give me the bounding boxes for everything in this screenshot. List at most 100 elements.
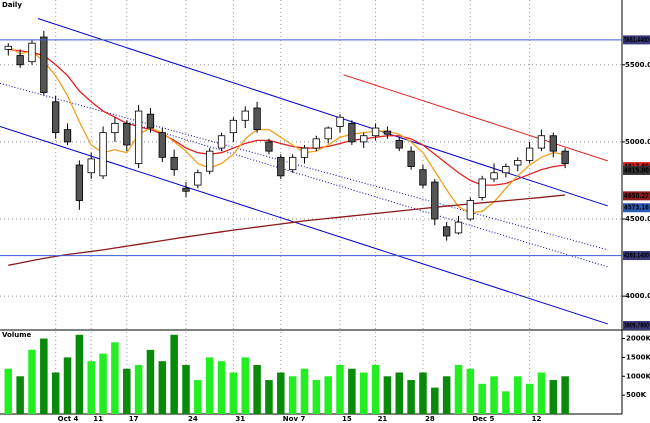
volume-bar	[123, 368, 131, 414]
candle-body	[371, 127, 380, 137]
volume-bar	[324, 376, 332, 414]
x-tick-label: 28	[425, 415, 435, 423]
candle-body	[288, 156, 297, 171]
volume-tick-label: 2000K	[626, 335, 650, 343]
volume-bar	[442, 376, 451, 414]
volume-bar	[28, 349, 36, 414]
x-tick-label: Oct 4	[58, 415, 79, 423]
candle-body	[312, 138, 320, 149]
volume-bar	[40, 338, 48, 414]
volume-bar	[419, 372, 427, 414]
candle-body	[277, 156, 285, 177]
volume-bar	[336, 364, 344, 414]
candle-body	[99, 132, 107, 177]
price-label-box	[623, 165, 650, 175]
candle-body	[182, 187, 190, 192]
candle-body	[324, 127, 332, 140]
y-tick-label: 4000.00	[625, 292, 650, 300]
candle-body	[502, 166, 510, 174]
trend-line	[37, 18, 608, 207]
price-label: 4650.27	[624, 192, 649, 200]
candle-body	[123, 122, 131, 146]
candle-body	[75, 164, 84, 201]
x-tick-label: 24	[188, 415, 198, 423]
price-label: 3809.7800	[624, 321, 649, 329]
price-label-box	[623, 35, 650, 45]
candle-body	[300, 147, 309, 158]
volume-tick-label: 1000K	[626, 372, 650, 380]
x-tick-label: 31	[235, 415, 245, 423]
candle-body	[360, 135, 368, 143]
candle-body	[537, 135, 546, 149]
volume-bar	[241, 357, 250, 414]
candle-body	[146, 113, 155, 129]
volume-bar	[502, 391, 510, 414]
candle-body	[134, 110, 143, 164]
volume-bar	[16, 376, 24, 414]
volume-bar	[51, 372, 60, 414]
candle-body	[87, 158, 95, 174]
x-tick-label: Nov 7	[283, 415, 306, 423]
volume-title: Volume	[2, 331, 32, 339]
volume-bar	[253, 364, 261, 414]
candle-body	[514, 160, 522, 166]
x-tick-label: 12	[532, 415, 542, 423]
volume-bar	[359, 372, 368, 414]
volume-tick-label: 500K	[626, 391, 647, 399]
volume-bar	[265, 380, 273, 414]
volume-bar	[205, 357, 214, 414]
price-label-box	[623, 203, 650, 213]
candle-body	[40, 36, 48, 93]
volume-bar	[513, 376, 522, 414]
candle-body	[466, 200, 475, 220]
volume-bar	[87, 361, 95, 414]
candle-body	[525, 147, 534, 161]
volume-bar	[348, 368, 356, 414]
candle-body	[419, 169, 427, 186]
x-tick-label: Dec 5	[472, 415, 494, 423]
volume-bar	[300, 368, 309, 414]
volume-bar	[229, 372, 238, 414]
candle-body	[442, 226, 451, 237]
candle-body	[217, 135, 226, 149]
candle-body	[431, 181, 439, 220]
volume-bar	[454, 364, 463, 414]
candle-body	[16, 55, 24, 66]
volume-tick-label: 1500K	[626, 353, 650, 361]
volume-bar	[288, 376, 297, 414]
volume-bar	[63, 357, 72, 414]
candle-body	[52, 101, 60, 134]
y-tick-label: 5500.00	[625, 61, 650, 69]
volume-bar	[4, 368, 13, 414]
price-label-box	[623, 251, 650, 261]
x-tick-label: 17	[129, 415, 139, 423]
volume-bar	[277, 372, 285, 414]
volume-bar	[395, 372, 404, 414]
candle-body	[336, 116, 344, 127]
volume-bar	[537, 372, 546, 414]
candle-body	[194, 172, 202, 186]
x-tick-label: 11	[93, 415, 103, 423]
volume-bar	[99, 353, 107, 414]
candle-body	[158, 132, 166, 158]
candle-body	[407, 150, 415, 167]
price-label: 4263.1400	[624, 252, 649, 260]
trend-line	[0, 82, 608, 251]
volume-bar	[407, 380, 415, 414]
volume-bar	[466, 368, 475, 414]
volume-bar	[158, 361, 167, 414]
trend-line	[343, 74, 608, 162]
y-tick-label: 5000.00	[625, 138, 650, 146]
volume-bar	[217, 361, 226, 414]
price-label-box	[623, 191, 650, 201]
volume-bar	[194, 380, 202, 414]
price-label: 4573.16	[624, 204, 649, 212]
candle-body	[383, 130, 392, 135]
candle-body	[265, 141, 273, 152]
candle-body	[395, 139, 403, 149]
candle-body	[561, 150, 569, 164]
candle-body	[253, 107, 261, 130]
volume-bar	[134, 364, 143, 414]
candle-body	[454, 221, 463, 234]
